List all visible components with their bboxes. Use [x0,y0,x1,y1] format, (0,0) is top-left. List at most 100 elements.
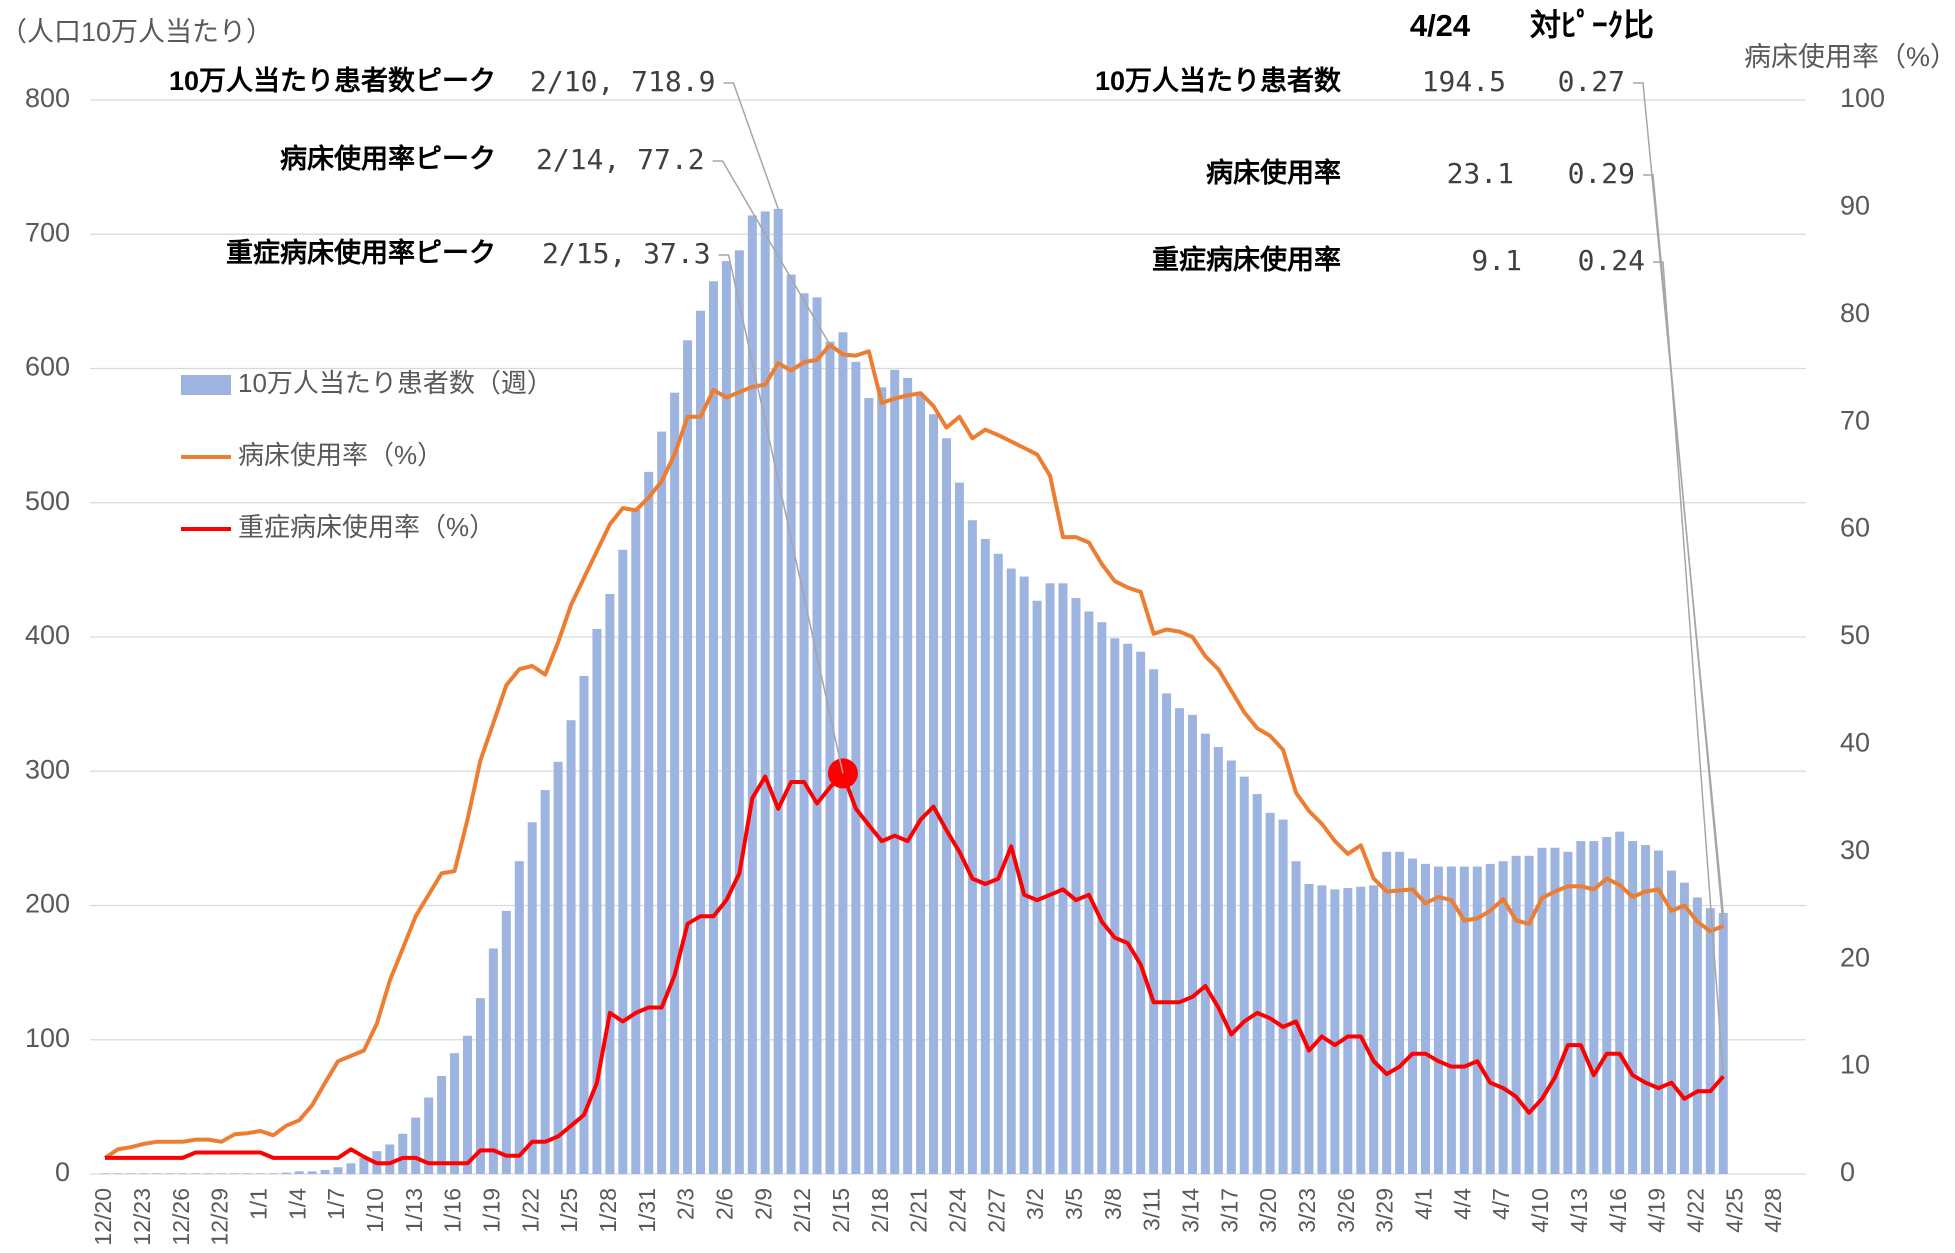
bar [644,471,654,1174]
bar [514,861,524,1174]
bar [281,1172,291,1174]
x-tick-label: 4/4 [1449,1188,1475,1220]
bar [1226,760,1236,1174]
leader-line [723,82,779,210]
bar [1615,831,1625,1174]
bar [1343,888,1353,1174]
bar [359,1157,369,1174]
bar [242,1173,252,1174]
bar [1408,858,1418,1174]
legend-label: 重症病床使用率（%） [238,512,495,542]
x-tick-label: 2/21 [906,1188,932,1233]
x-tick-label: 4/10 [1527,1188,1553,1233]
bar [1666,870,1676,1174]
bar [475,998,485,1174]
bar [152,1173,162,1174]
y-tick-label: 100 [25,1023,70,1053]
bar [903,377,913,1175]
x-tick-label: 1/4 [284,1188,310,1220]
annotation-label: 病床使用率ピーク [280,143,496,174]
x-tick-label: 2/9 [750,1188,776,1220]
x-tick-label: 3/14 [1178,1188,1204,1233]
bar [424,1097,434,1174]
legend-label: 10万人当たり患者数（週） [238,368,553,398]
bar [204,1173,214,1174]
bar [1356,886,1366,1174]
y2-tick-label: 40 [1840,728,1870,758]
line [105,771,1725,1166]
bar [1058,583,1068,1174]
x-tick-label: 2/15 [828,1188,854,1233]
bar [1032,600,1042,1174]
bar [437,1075,447,1174]
bar [1459,866,1469,1174]
bar [1369,885,1379,1174]
bar [113,1173,123,1174]
y2-tick-label: 80 [1840,298,1870,328]
bar [1187,714,1197,1174]
bar [670,392,680,1174]
x-tick-label: 3/26 [1333,1188,1359,1233]
bar [1200,733,1210,1174]
y2-tick-label: 70 [1840,405,1870,435]
bar [747,215,757,1174]
bar [864,398,874,1174]
bar [488,948,498,1174]
bar [1006,568,1016,1174]
bar [618,549,628,1174]
bar [1175,708,1185,1174]
bar [1382,851,1392,1174]
bar [1628,841,1638,1174]
bar [1265,812,1275,1174]
bar [165,1173,175,1174]
x-tick-label: 4/25 [1721,1188,1747,1233]
bar [1654,850,1664,1174]
annotation-label: 重症病床使用率 [1152,244,1341,275]
x-tick-label: 1/7 [323,1188,349,1220]
bar [1563,851,1573,1174]
bar [191,1173,201,1174]
bar [1550,847,1560,1174]
leader-line [718,254,844,774]
bar [320,1169,330,1174]
bar [773,208,783,1174]
y-axis-label: （人口10万人当たり） [0,17,273,47]
x-tick-label: 4/1 [1411,1188,1437,1220]
annotation-ratio: 0.24 [1578,244,1645,277]
bar [1511,855,1521,1174]
bar [126,1173,136,1174]
bar [294,1171,304,1174]
bar [631,509,641,1174]
bar [411,1117,421,1174]
bar [139,1173,149,1174]
bar [1213,747,1223,1174]
bar [1317,885,1327,1174]
bar [1045,583,1055,1174]
annotation-ratio: 0.27 [1558,65,1625,98]
bar [1097,622,1107,1174]
x-tick-label: 2/24 [945,1188,971,1233]
x-tick-label: 1/28 [595,1188,621,1233]
bar [527,822,537,1174]
x-tick-label: 1/10 [362,1188,388,1233]
bar [838,332,848,1174]
bar [255,1173,265,1174]
bar [980,538,990,1174]
x-tick-label: 2/18 [867,1188,893,1233]
y2-tick-label: 20 [1840,942,1870,972]
leader-line [1643,174,1724,926]
bar [229,1173,239,1174]
bar [178,1173,188,1174]
x-tick-label: 1/19 [478,1188,504,1233]
bar [825,341,835,1174]
y2-axis-label: 病床使用率（%） [1744,42,1955,72]
bar [1576,841,1586,1174]
bar [1420,863,1430,1174]
y-tick-label: 300 [25,754,70,784]
bar [929,414,939,1174]
bar [890,369,900,1174]
y-tick-label: 400 [25,620,70,650]
bar [786,274,796,1174]
bar [592,628,602,1174]
bar [877,387,887,1174]
